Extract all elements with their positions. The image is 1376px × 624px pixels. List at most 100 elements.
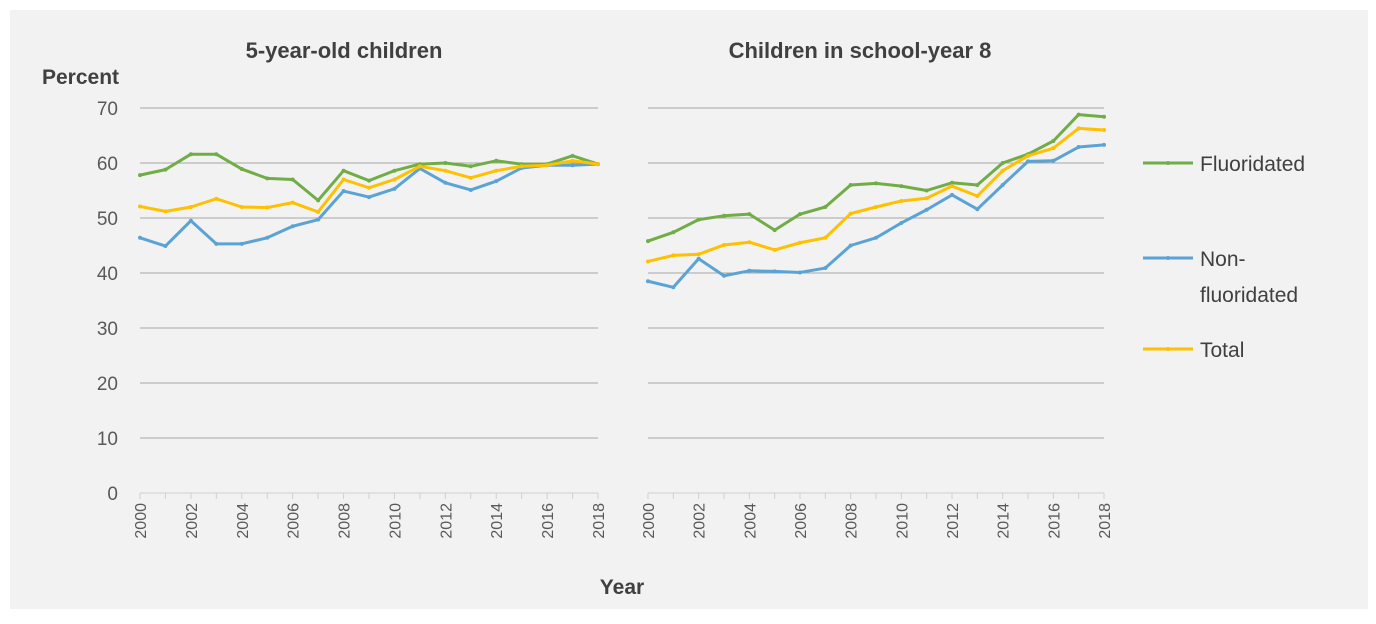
data-point-fluoridated xyxy=(265,176,270,181)
data-point-total xyxy=(747,240,752,245)
axes: 0 10 20 30 40 50 60 70 2000 2002 2004 2006 2008 2010 2… xyxy=(97,99,1114,539)
x-tick-label: 2004 xyxy=(742,503,759,539)
data-point-non xyxy=(341,189,346,194)
data-point-non xyxy=(265,235,270,240)
data-point-fluoridated xyxy=(1000,161,1005,165)
data-point-total xyxy=(798,240,802,245)
data-point-total xyxy=(823,235,828,240)
data-point-total xyxy=(188,205,193,209)
data-point-non xyxy=(848,243,853,248)
x-tick-label: 2018 xyxy=(591,503,608,539)
y-tick-label: 30 xyxy=(97,319,118,340)
gridlines xyxy=(140,107,1104,494)
data-point-fluoridated xyxy=(722,213,726,218)
x-tick-label: 2010 xyxy=(387,503,404,539)
data-point-fluoridated xyxy=(138,173,142,178)
data-point-total xyxy=(265,205,270,210)
data-point-non xyxy=(646,279,650,284)
data-point-non xyxy=(163,244,168,249)
data-point-fluoridated xyxy=(214,152,219,157)
data-point-non xyxy=(899,220,904,225)
panel-title-5-year-old: 5-year-old children xyxy=(246,38,443,63)
data-point-non xyxy=(1102,142,1106,147)
data-point-fluoridated xyxy=(290,177,295,182)
data-point-fluoridated xyxy=(494,158,499,163)
data-point-fluoridated xyxy=(570,153,575,158)
data-point-total xyxy=(1026,153,1030,158)
y-tick-label: 60 xyxy=(97,154,118,175)
y-tick-label: 50 xyxy=(97,209,118,230)
x-tick-label: 2002 xyxy=(184,503,201,539)
data-point-fluoridated xyxy=(950,180,954,185)
data-point-fluoridated xyxy=(239,167,244,172)
data-point-non xyxy=(494,179,499,184)
data-point-fluoridated xyxy=(798,212,802,217)
data-point-fluoridated xyxy=(975,183,980,187)
legend-label-non: fluoridated xyxy=(1200,284,1298,307)
data-point-total xyxy=(239,205,244,209)
data-point-total xyxy=(519,164,524,169)
y-tick-label: 0 xyxy=(107,484,118,505)
data-point-non xyxy=(1026,159,1030,164)
data-point-fluoridated xyxy=(443,161,448,165)
series-lines xyxy=(138,112,1106,290)
x-tick-label: 2018 xyxy=(1097,503,1114,539)
legend-label-fluoridated: Fluoridated xyxy=(1200,153,1305,176)
data-point-total xyxy=(570,158,575,163)
legend-label-total: Total xyxy=(1200,339,1244,362)
x-tick-label: 2014 xyxy=(489,503,506,539)
x-tick-label: 2016 xyxy=(540,503,557,539)
data-point-fluoridated xyxy=(671,230,676,235)
data-point-non xyxy=(924,207,929,212)
data-point-fluoridated xyxy=(848,183,853,187)
data-point-total xyxy=(596,162,600,167)
legend: Fluoridated Non-fluoridated Total xyxy=(1143,153,1305,362)
x-tick-label: 2012 xyxy=(945,503,962,539)
data-point-total xyxy=(443,168,448,173)
data-point-total xyxy=(367,185,371,190)
data-point-total xyxy=(646,259,650,264)
x-tick-label: 2006 xyxy=(793,503,810,539)
data-point-non xyxy=(722,273,726,278)
x-tick-label: 2000 xyxy=(641,503,658,539)
x-tick-label: 2002 xyxy=(692,503,709,539)
data-point-total xyxy=(696,252,701,257)
data-point-total xyxy=(975,194,980,198)
data-point-non xyxy=(950,192,954,197)
data-point-fluoridated xyxy=(823,205,828,209)
legend-marker-non xyxy=(1166,256,1170,260)
y-axis-title: Percent xyxy=(42,66,119,89)
data-point-total xyxy=(722,242,726,247)
data-point-non xyxy=(671,285,676,290)
data-point-non xyxy=(468,187,473,192)
data-point-fluoridated xyxy=(1051,139,1056,143)
data-point-fluoridated xyxy=(316,198,321,203)
data-point-total xyxy=(671,253,676,258)
y-tick-label: 70 xyxy=(97,99,118,120)
y-tick-label: 20 xyxy=(97,374,118,395)
data-point-total xyxy=(138,204,142,209)
data-point-total xyxy=(468,175,473,180)
data-point-fluoridated xyxy=(1102,114,1106,119)
data-point-non xyxy=(975,207,980,212)
data-point-fluoridated xyxy=(1076,112,1081,117)
data-point-fluoridated xyxy=(188,152,193,157)
data-point-fluoridated xyxy=(924,188,929,193)
data-point-non xyxy=(823,266,828,271)
data-point-fluoridated xyxy=(747,212,752,217)
data-point-fluoridated xyxy=(696,217,701,222)
data-point-total xyxy=(545,163,550,168)
data-point-fluoridated xyxy=(646,239,650,244)
data-point-total xyxy=(1000,168,1005,173)
data-point-non xyxy=(772,269,777,274)
x-tick-label: 2004 xyxy=(235,503,252,539)
y-tick-label: 40 xyxy=(97,264,118,285)
data-point-total xyxy=(950,184,954,189)
data-point-total xyxy=(392,177,397,182)
data-point-total xyxy=(214,196,219,201)
data-point-fluoridated xyxy=(874,181,878,186)
data-point-non xyxy=(1000,183,1005,187)
data-point-total xyxy=(316,209,321,214)
data-point-fluoridated xyxy=(772,228,777,233)
